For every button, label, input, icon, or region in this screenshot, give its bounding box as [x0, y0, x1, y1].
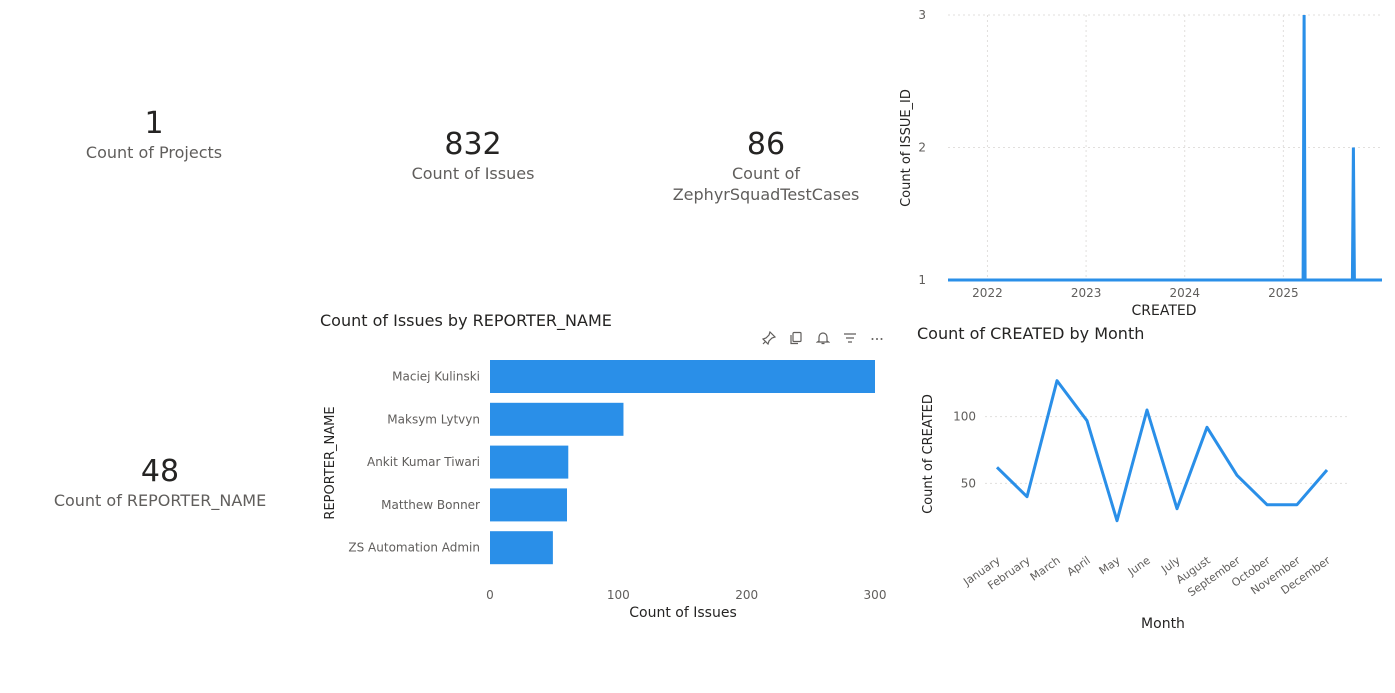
month-chart-title: Count of CREATED by Month: [917, 324, 1145, 343]
month-series-line[interactable]: [995, 379, 1329, 523]
kpi-value: 1: [144, 106, 164, 141]
timeline-y-tick-label: 1: [918, 273, 926, 287]
timeline-y-tick-label: 2: [918, 141, 926, 155]
month-x-tick-label: June: [1125, 554, 1153, 579]
reporter-bar[interactable]: [490, 360, 875, 393]
timeline-x-tick-label: 2024: [1169, 286, 1200, 300]
timeline-y-tick-label: 3: [918, 8, 926, 22]
reporter-x-axis-title: Count of Issues: [629, 605, 736, 621]
timeline-y-axis-title: Count of ISSUE_ID: [899, 89, 914, 207]
month-x-tick-label: May: [1097, 554, 1123, 578]
reporter-chart-title: Count of Issues by REPORTER_NAME: [320, 311, 612, 330]
reporter-category-label: Maciej Kulinski: [392, 370, 480, 384]
month-y-tick-label: 100: [953, 410, 976, 424]
kpi-label: Count of Issues: [411, 164, 535, 183]
reporter-category-label: Ankit Kumar Tiwari: [367, 455, 480, 469]
kpi-card-reporters[interactable]: 48 Count of REPORTER_NAME: [40, 454, 280, 511]
timeline-series-line[interactable]: [948, 14, 1382, 282]
reporter-y-axis-title: REPORTER_NAME: [323, 406, 338, 519]
reporter-bar[interactable]: [490, 402, 624, 436]
kpi-label: Count of Projects: [85, 143, 223, 162]
visual-toolbar: [760, 329, 885, 346]
bell-icon[interactable]: [814, 329, 831, 346]
month-y-tick-label: 50: [961, 476, 976, 490]
kpi-value: 48: [140, 454, 180, 489]
reporter-category-label: Matthew Bonner: [381, 498, 480, 512]
timeline-x-tick-label: 2023: [1071, 286, 1102, 300]
kpi-card-projects[interactable]: 1 Count of Projects: [54, 106, 254, 163]
reporter-bar[interactable]: [490, 445, 569, 479]
month-x-axis-title: Month: [1141, 616, 1185, 632]
copy-icon[interactable]: [787, 329, 804, 346]
timeline-x-tick-label: 2025: [1268, 286, 1299, 300]
kpi-label: ZephyrSquadTestCases: [672, 185, 860, 204]
reporter-bar[interactable]: [490, 531, 553, 565]
kpi-value: 832: [444, 127, 502, 162]
timeline-chart[interactable]: 1 2 3 2022 2023 2024 2025 Count of ISSUE_ID C…: [895, 0, 1395, 322]
month-y-axis-title: Count of CREATED: [921, 394, 936, 514]
more-options-icon[interactable]: [868, 329, 885, 346]
month-x-tick-label: March: [1028, 554, 1063, 584]
reporter-category-label: ZS Automation Admin: [348, 541, 480, 555]
reporter-category-label: Maksym Lytvyn: [387, 412, 480, 426]
reporter-x-tick-label: 100: [607, 588, 630, 602]
month-x-tick-label: April: [1065, 554, 1093, 579]
kpi-label: Count of: [731, 164, 801, 183]
reporter-bar-chart[interactable]: Maciej Kulinski Maksym Lytvyn Ankit Kumar …: [300, 350, 900, 630]
kpi-card-zephyr-test-cases[interactable]: 86 Count of ZephyrSquadTestCases: [656, 127, 876, 205]
reporter-x-tick-label: 300: [864, 588, 887, 602]
pin-icon[interactable]: [760, 329, 777, 346]
kpi-label: Count of REPORTER_NAME: [53, 491, 267, 510]
kpi-card-issues[interactable]: 832 Count of Issues: [373, 127, 573, 184]
reporter-bar[interactable]: [490, 488, 567, 522]
timeline-x-tick-label: 2022: [972, 286, 1003, 300]
filter-icon[interactable]: [841, 329, 858, 346]
kpi-value: 86: [746, 127, 786, 162]
reporter-x-tick-label: 0: [486, 588, 494, 602]
timeline-x-axis-title: CREATED: [1131, 303, 1196, 319]
reporter-x-tick-label: 200: [735, 588, 758, 602]
